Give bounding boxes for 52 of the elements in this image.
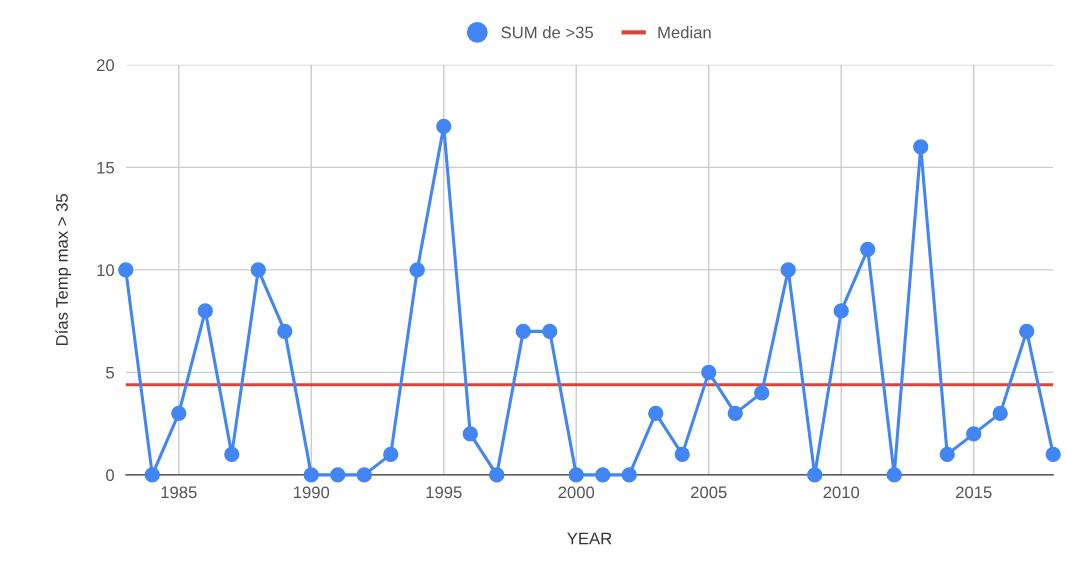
point [462,426,478,442]
point [886,467,902,483]
point [383,446,399,463]
point [1019,323,1035,340]
point [992,405,1008,422]
point [621,467,637,483]
point [515,323,531,340]
y-tick-label: 5 [106,366,114,379]
point [356,467,372,483]
point [780,262,796,278]
point [913,139,929,155]
point [860,241,876,258]
point [171,405,187,422]
point [118,262,134,278]
legend-label: SUM de >35 [501,26,594,39]
point [250,262,266,278]
x-tick-label: 2005 [691,486,727,499]
point [674,446,690,463]
point [833,303,849,319]
x-tick-label: 1985 [161,486,197,499]
point [939,446,955,463]
point [966,426,982,442]
point [701,364,717,381]
point [595,467,611,483]
point [568,467,584,483]
y-tick-label: 0 [106,469,115,482]
y-tick-label: 20 [96,59,115,72]
point [409,262,425,278]
point [303,467,319,483]
x-tick-label: 2010 [823,486,860,499]
point [489,467,505,483]
point [197,303,213,319]
point [648,405,664,422]
point [330,467,346,483]
y-tick-label: 15 [97,161,114,174]
x-tick-label: 1990 [294,486,330,499]
point [1045,446,1061,463]
point [224,446,240,463]
x-tick-label: 1995 [426,486,462,499]
legend-label: Median [658,26,711,39]
x-axis-title: YEAR [567,532,612,545]
point [727,405,743,422]
point [144,467,160,483]
y-axis-title: Días Temp max > 35 [55,194,72,346]
point [277,323,293,340]
x-tick-label: 2015 [956,486,992,499]
point [542,323,558,340]
point [436,118,452,135]
x-tick-label: 2000 [558,486,595,499]
point [807,467,823,483]
point [754,385,770,401]
y-tick-label: 10 [97,264,115,277]
